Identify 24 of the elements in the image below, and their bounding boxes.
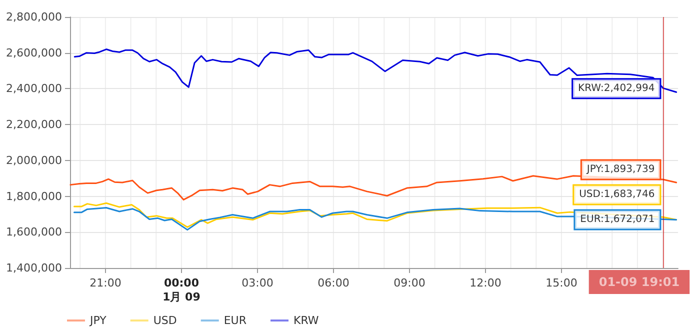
y-tick-label: 2,400,000 (6, 82, 62, 96)
legend-label: JPY (89, 314, 107, 327)
y-tick-label: 1,400,000 (6, 262, 62, 274)
y-tick-label: 2,600,000 (6, 46, 62, 60)
x-tick-label: 00:00 1月 09 (162, 276, 200, 304)
x-tick-label: 03:00 (242, 276, 274, 290)
x-tick-label: 09:00 (394, 276, 426, 290)
annotation: EUR:1,672,071 (580, 214, 655, 226)
legend-label: KRW (294, 314, 319, 327)
y-tick-label: 2,800,000 (6, 10, 62, 24)
annotation: USD:1,683,746 (579, 189, 655, 200)
annotation: JPY:1,893,739 (586, 164, 655, 176)
ref-line-label: 01-09 19:01 (598, 275, 680, 289)
x-tick-label: 15:00 (546, 276, 578, 290)
y-tick-label: 2,000,000 (6, 154, 62, 167)
y-tick-label: 1,600,000 (6, 226, 62, 239)
x-tick-label: 06:00 (318, 276, 350, 290)
x-tick-label: 12:00 (470, 276, 502, 290)
annotation: KRW:2,402,994 (578, 83, 655, 94)
x-tick-label: 21:00 (90, 276, 122, 290)
legend-label: USD (153, 314, 177, 327)
legend-label: EUR (224, 314, 247, 327)
y-tick-label: 2,200,000 (6, 118, 62, 132)
y-tick-label: 1,800,000 (6, 190, 62, 203)
